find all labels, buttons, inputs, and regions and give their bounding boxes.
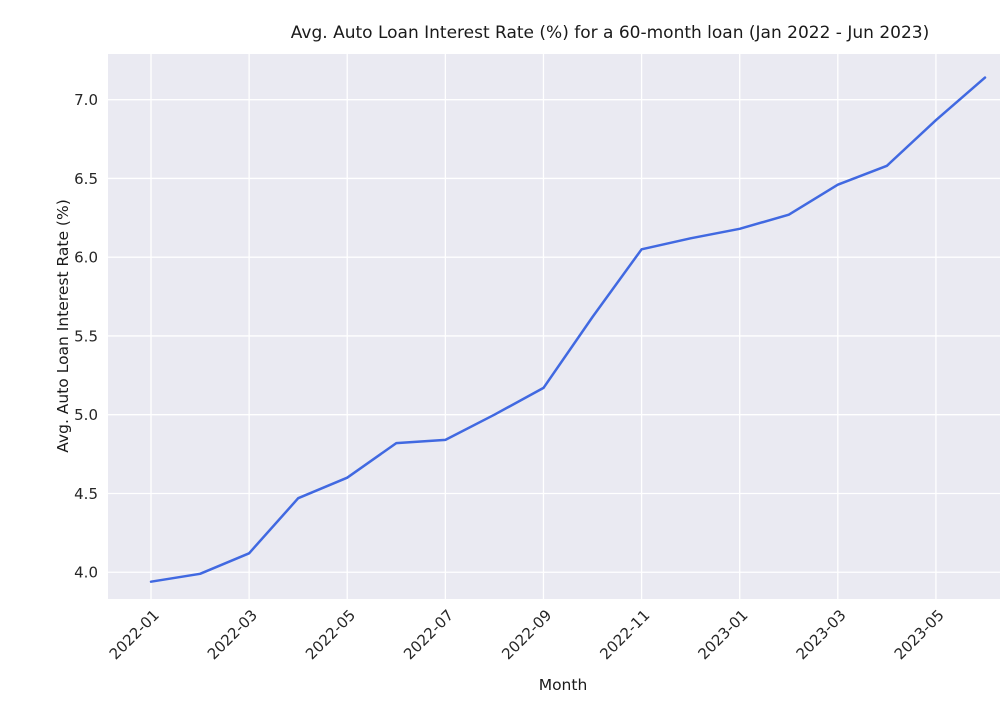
x-tick-label: 2022-01 (106, 606, 163, 663)
x-tick-label: 2022-05 (302, 606, 359, 663)
x-tick-label: 2023-05 (891, 606, 948, 663)
x-tick-label: 2023-01 (694, 606, 751, 663)
x-tick-label: 2023-03 (793, 606, 850, 663)
x-axis-label: Month (538, 676, 588, 694)
chart-title: Avg. Auto Loan Interest Rate (%) for a 6… (290, 23, 930, 43)
y-tick-label: 5.5 (74, 327, 98, 345)
y-tick-label: 7.0 (74, 91, 98, 109)
x-tick-label: 2022-03 (204, 606, 261, 663)
data-line (149, 76, 987, 583)
y-tick-label: 6.5 (74, 170, 98, 188)
y-tick-label: 4.0 (74, 564, 98, 582)
x-tick-label: 2022-09 (498, 606, 555, 663)
plot-background (108, 54, 1000, 599)
y-tick-label: 6.0 (74, 249, 98, 267)
plot-area: 4.0 4.5 5.0 5.5 6.0 6.5 7.0 2022-01 2022-03 2022-… (74, 54, 1000, 663)
x-tick-label: 2022-11 (596, 606, 653, 663)
y-axis-label: Avg. Auto Loan Interest Rate (%) (54, 199, 72, 453)
y-tick-label: 5.0 (74, 406, 98, 424)
chart-figure: Avg. Auto Loan Interest Rate (%) for a 6… (40, 16, 1000, 708)
y-tick-label: 4.5 (74, 485, 98, 503)
x-tick-label: 2022-07 (400, 606, 457, 663)
